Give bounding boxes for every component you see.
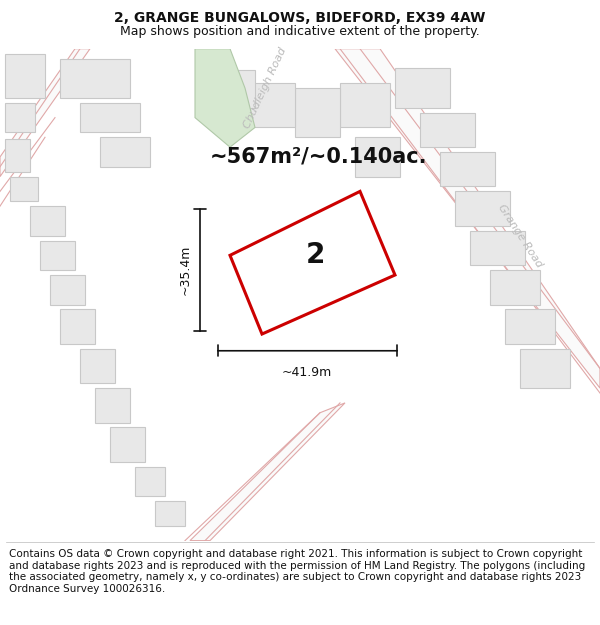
Polygon shape bbox=[135, 467, 165, 496]
Polygon shape bbox=[470, 231, 525, 265]
Polygon shape bbox=[100, 138, 150, 167]
Polygon shape bbox=[440, 152, 495, 186]
Polygon shape bbox=[340, 83, 390, 127]
Polygon shape bbox=[155, 501, 185, 526]
Polygon shape bbox=[195, 49, 255, 147]
Text: 2: 2 bbox=[305, 241, 325, 269]
Polygon shape bbox=[250, 83, 295, 127]
Polygon shape bbox=[420, 112, 475, 147]
Polygon shape bbox=[5, 54, 45, 98]
Polygon shape bbox=[5, 103, 35, 132]
Polygon shape bbox=[0, 49, 90, 177]
Text: Grange Road: Grange Road bbox=[496, 202, 544, 269]
Polygon shape bbox=[60, 309, 95, 344]
Polygon shape bbox=[355, 138, 400, 177]
Polygon shape bbox=[335, 49, 600, 388]
Polygon shape bbox=[95, 388, 130, 422]
Polygon shape bbox=[10, 177, 38, 201]
Polygon shape bbox=[60, 59, 130, 98]
Polygon shape bbox=[230, 191, 395, 334]
Polygon shape bbox=[40, 241, 75, 270]
Polygon shape bbox=[490, 270, 540, 304]
Polygon shape bbox=[455, 191, 510, 226]
Text: ~35.4m: ~35.4m bbox=[179, 245, 191, 295]
Polygon shape bbox=[220, 71, 255, 108]
Polygon shape bbox=[395, 68, 450, 108]
Polygon shape bbox=[5, 139, 30, 172]
Polygon shape bbox=[50, 275, 85, 304]
Polygon shape bbox=[30, 206, 65, 236]
Polygon shape bbox=[190, 403, 345, 541]
Text: ~41.9m: ~41.9m bbox=[282, 366, 332, 379]
Polygon shape bbox=[110, 428, 145, 462]
Polygon shape bbox=[80, 349, 115, 383]
Polygon shape bbox=[520, 349, 570, 388]
Text: 2, GRANGE BUNGALOWS, BIDEFORD, EX39 4AW: 2, GRANGE BUNGALOWS, BIDEFORD, EX39 4AW bbox=[115, 11, 485, 25]
Text: ~567m²/~0.140ac.: ~567m²/~0.140ac. bbox=[210, 147, 427, 167]
Polygon shape bbox=[505, 309, 555, 344]
Polygon shape bbox=[80, 103, 140, 132]
Polygon shape bbox=[295, 88, 340, 138]
Text: Chudleigh Road: Chudleigh Road bbox=[242, 46, 288, 130]
Text: Contains OS data © Crown copyright and database right 2021. This information is : Contains OS data © Crown copyright and d… bbox=[9, 549, 585, 594]
Text: Map shows position and indicative extent of the property.: Map shows position and indicative extent… bbox=[120, 25, 480, 38]
